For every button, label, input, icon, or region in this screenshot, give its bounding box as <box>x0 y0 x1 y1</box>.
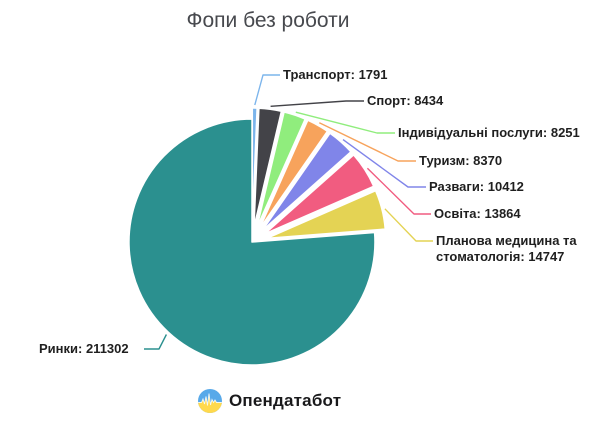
connector-tourism <box>318 122 416 162</box>
slice-label-tourism: Туризм: 8370 <box>419 153 503 168</box>
connector-planned-medicine <box>384 208 433 242</box>
pie-slice-planned-medicine[interactable] <box>265 189 386 240</box>
opendatabot-icon <box>198 389 222 413</box>
opendatabot-wordmark: Опендатабот <box>229 391 342 410</box>
opendatabot-logo[interactable]: Опендатабот <box>198 389 341 413</box>
slice-label-sport: Спорт: 8434 <box>367 93 444 108</box>
slice-label-education: Освіта: 13864 <box>434 206 521 221</box>
pie-slice-education[interactable] <box>263 154 375 235</box>
connector-individual-services <box>295 111 395 134</box>
slice-label-individual-services: Індивідуальні послуги: 8251 <box>398 125 580 140</box>
pie-slice-sport[interactable] <box>253 107 283 228</box>
slice-label-planned-medicine: Планова медицина та стоматологія: 14747 <box>436 233 577 264</box>
slice-label-transport: Транспорт: 1791 <box>283 67 388 82</box>
connector-entertainment <box>342 139 426 188</box>
connector-sport <box>270 100 364 107</box>
slice-label-entertainment: Разваги: 10412 <box>429 179 524 194</box>
connector-transport <box>254 74 280 106</box>
slice-label-markets: Ринки: 211302 <box>39 341 129 356</box>
pie-slice-markets[interactable] <box>128 118 376 366</box>
connector-education <box>366 167 431 215</box>
connector-markets <box>144 334 168 350</box>
chart-title: Фопи без роботи <box>186 9 350 32</box>
pie-slice-individual-services[interactable] <box>256 111 306 229</box>
pie-slice-entertainment[interactable] <box>261 132 352 232</box>
pie-slice-tourism[interactable] <box>258 119 329 230</box>
pie-slice-transport[interactable] <box>251 107 258 228</box>
